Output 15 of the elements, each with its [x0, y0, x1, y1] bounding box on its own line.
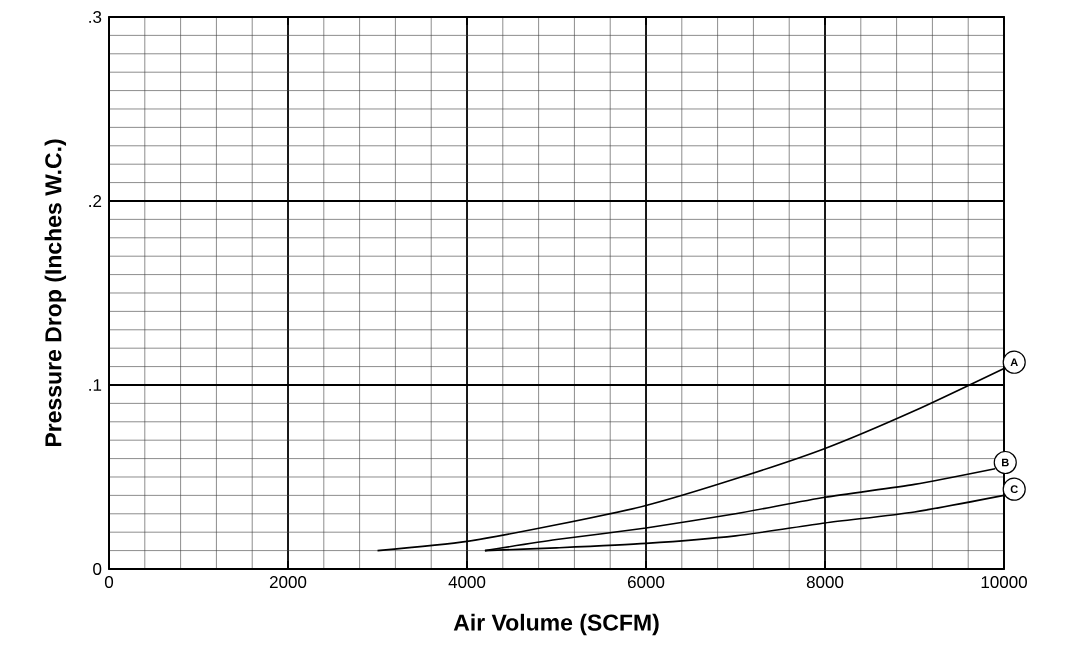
x-tick-label: 10000 — [981, 576, 1027, 589]
y-tick-label: .1 — [89, 379, 102, 391]
x-axis-title: Air Volume (SCFM) — [453, 613, 659, 636]
x-tick-label: 2000 — [269, 576, 307, 589]
x-tick-label: 6000 — [627, 576, 665, 589]
y-tick-label: .3 — [89, 10, 102, 23]
legend-label: A — [1010, 358, 1018, 367]
legend-label: B — [1002, 458, 1009, 467]
y-tick-label: .2 — [89, 195, 102, 207]
y-tick-label: 0 — [93, 562, 102, 575]
x-tick-label: 4000 — [448, 576, 486, 589]
x-tick-label: 8000 — [806, 576, 844, 589]
legend-label: C — [1010, 485, 1018, 494]
x-tick-label: 0 — [104, 576, 114, 589]
y-axis-title: Pressure Drop (Inches W.C.) — [44, 139, 67, 447]
